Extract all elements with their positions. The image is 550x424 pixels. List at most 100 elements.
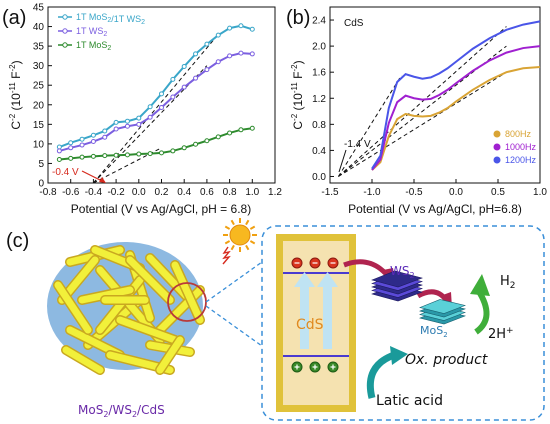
panel-a-series bbox=[56, 23, 255, 163]
data-point bbox=[159, 91, 164, 97]
panel-c-schematic: (c) MoS2/WS2/CdS CdS bbox=[6, 218, 545, 421]
panel-a-annotation: -0.4 V bbox=[52, 167, 106, 183]
nanorod bbox=[126, 256, 174, 304]
nanorod bbox=[62, 346, 104, 374]
data-point bbox=[79, 136, 85, 142]
data-point bbox=[193, 75, 199, 81]
data-point bbox=[147, 151, 153, 157]
legend-marker bbox=[62, 14, 68, 20]
data-point bbox=[113, 126, 119, 132]
nanorod bbox=[171, 261, 204, 324]
x-tick-label: -1.0 bbox=[363, 187, 381, 198]
data-point bbox=[249, 26, 255, 32]
x-tick-label: 0.2 bbox=[155, 187, 169, 198]
x-tick-label: 1.0 bbox=[533, 187, 547, 198]
legend-marker bbox=[493, 130, 501, 138]
panel-b-annotation: -1.4 V bbox=[338, 139, 371, 173]
panel-c-letter: (c) bbox=[6, 230, 29, 252]
latic-acid-label: Latic acid bbox=[376, 393, 443, 409]
data-point bbox=[147, 104, 153, 110]
y-tick-label: 0 bbox=[38, 179, 44, 190]
oxidation-arrow bbox=[366, 351, 396, 399]
data-point bbox=[68, 145, 74, 151]
y-tick-label: 1.2 bbox=[312, 94, 326, 105]
data-point bbox=[56, 157, 62, 163]
legend-marker bbox=[62, 42, 68, 48]
data-point bbox=[238, 23, 244, 29]
data-point bbox=[249, 51, 255, 57]
data-point bbox=[79, 142, 85, 148]
data-point bbox=[215, 59, 221, 65]
y-tick-label: 15 bbox=[33, 120, 45, 131]
y-tick-label: 0.8 bbox=[312, 120, 326, 131]
data-point bbox=[90, 153, 96, 159]
y-tick-label: 30 bbox=[33, 61, 45, 72]
h-plus-label: 2H+ bbox=[488, 326, 514, 342]
sun-icon bbox=[223, 218, 257, 252]
sun-ray bbox=[230, 219, 235, 226]
data-point bbox=[102, 153, 108, 159]
panel-a-letter: (a) bbox=[2, 7, 26, 29]
y-tick-label: 40 bbox=[33, 22, 45, 33]
data-point bbox=[136, 115, 142, 121]
data-point bbox=[56, 148, 62, 154]
tangent-line bbox=[338, 26, 507, 177]
data-point bbox=[113, 152, 119, 158]
panel-b-x-axis-title: Potential (V vs Ag/AgCl, pH=6.8) bbox=[348, 202, 522, 216]
data-point bbox=[204, 41, 210, 47]
excitation-arrows bbox=[294, 272, 338, 349]
oxidation-arrowhead bbox=[390, 346, 408, 365]
x-tick-label: -0.5 bbox=[405, 187, 423, 198]
x-tick-label: 1.0 bbox=[245, 187, 259, 198]
data-point bbox=[56, 144, 62, 150]
electron-transfer-arrow-ws2 bbox=[343, 259, 390, 278]
nanorod bbox=[156, 336, 184, 374]
sun-ray bbox=[249, 240, 256, 245]
mos2-layer bbox=[419, 299, 467, 314]
x-tick-label: -0.4 bbox=[85, 187, 103, 198]
y-tick-label: 1.6 bbox=[312, 68, 326, 79]
x-tick-label: -0.6 bbox=[62, 187, 80, 198]
data-point bbox=[124, 123, 130, 129]
y-tick-label: 0.0 bbox=[312, 172, 326, 183]
x-tick-label: 0.8 bbox=[223, 187, 237, 198]
y-tick-label: 5 bbox=[38, 159, 44, 170]
panel-a-x-axis-title: Potential (V vs Ag/AgCl, pH = 6.8) bbox=[71, 202, 251, 216]
h2-label: H2 bbox=[500, 274, 516, 291]
x-tick-label: 1.2 bbox=[268, 187, 282, 198]
panel-a-tangent-lines bbox=[93, 34, 219, 184]
data-point bbox=[170, 148, 176, 154]
data-point bbox=[170, 76, 176, 82]
panel-b-letter: (b) bbox=[286, 7, 310, 29]
data-point bbox=[68, 155, 74, 161]
data-point bbox=[227, 25, 233, 31]
panel-b-y-axis-title: C-2 (10-11 F-2) bbox=[290, 60, 305, 129]
mechanism-box bbox=[261, 225, 545, 421]
legend-label-3: 1T MoS2 bbox=[76, 40, 111, 52]
data-point bbox=[113, 119, 119, 125]
h2-evolution-arrow bbox=[474, 288, 490, 335]
data-point bbox=[227, 53, 233, 59]
panel-b-title: CdS bbox=[344, 18, 364, 29]
nanorod bbox=[54, 281, 92, 334]
panel-a-annotation-arrowhead bbox=[99, 177, 106, 183]
x-tick-label: 0.4 bbox=[177, 187, 191, 198]
panel-b-legend: 800Hz 1000Hz 1200Hz bbox=[493, 129, 537, 165]
series-line-3 bbox=[371, 20, 541, 170]
y-tick-label: 10 bbox=[33, 139, 45, 150]
x-tick-label: -0.2 bbox=[107, 187, 125, 198]
legend-marker bbox=[493, 143, 501, 151]
data-point bbox=[215, 32, 221, 38]
holes bbox=[291, 361, 339, 373]
data-point bbox=[102, 128, 108, 134]
y-tick-label: 35 bbox=[33, 42, 45, 53]
data-point bbox=[102, 134, 108, 140]
panel-b-series bbox=[371, 20, 541, 171]
legend-marker bbox=[62, 28, 68, 34]
data-point bbox=[136, 121, 142, 127]
data-point bbox=[90, 132, 96, 138]
mos2-label: MoS2 bbox=[420, 324, 448, 339]
y-tick-label: 45 bbox=[33, 3, 45, 14]
ox-product-label: Ox. product bbox=[405, 352, 488, 368]
